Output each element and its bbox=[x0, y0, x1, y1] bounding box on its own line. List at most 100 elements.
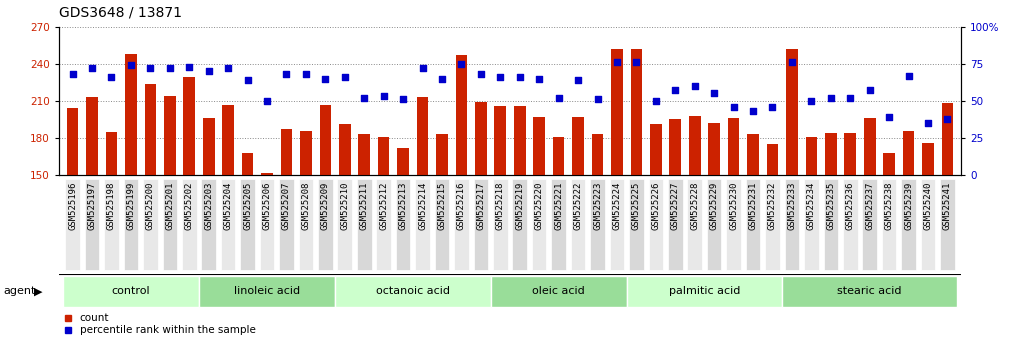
Bar bbox=[494, 106, 506, 175]
Bar bbox=[417, 97, 428, 175]
Point bbox=[473, 71, 489, 77]
Point bbox=[784, 59, 800, 65]
Bar bbox=[144, 84, 157, 175]
Point bbox=[550, 95, 566, 101]
FancyBboxPatch shape bbox=[765, 179, 780, 270]
FancyBboxPatch shape bbox=[318, 179, 333, 270]
Point bbox=[123, 62, 139, 68]
Bar bbox=[125, 54, 136, 175]
Bar bbox=[261, 173, 273, 175]
Bar bbox=[475, 102, 487, 175]
Point bbox=[298, 71, 314, 77]
FancyBboxPatch shape bbox=[143, 179, 158, 270]
Bar bbox=[183, 78, 195, 175]
Bar bbox=[767, 144, 778, 175]
Text: GSM525200: GSM525200 bbox=[145, 181, 155, 229]
Text: GSM525224: GSM525224 bbox=[612, 181, 621, 229]
Bar bbox=[942, 103, 953, 175]
Text: GSM525223: GSM525223 bbox=[593, 181, 602, 229]
Text: GSM525211: GSM525211 bbox=[360, 181, 369, 229]
Text: palmitic acid: palmitic acid bbox=[669, 286, 740, 296]
Bar bbox=[747, 134, 759, 175]
Point bbox=[629, 59, 645, 65]
Text: oleic acid: oleic acid bbox=[532, 286, 585, 296]
Text: GSM525198: GSM525198 bbox=[107, 181, 116, 229]
Bar bbox=[67, 108, 78, 175]
Point bbox=[375, 93, 392, 99]
Text: GSM525209: GSM525209 bbox=[320, 181, 330, 229]
Point bbox=[667, 88, 683, 93]
Text: GSM525214: GSM525214 bbox=[418, 181, 427, 229]
Text: GSM525228: GSM525228 bbox=[691, 181, 700, 229]
Point bbox=[842, 95, 858, 101]
Bar bbox=[553, 137, 564, 175]
FancyBboxPatch shape bbox=[201, 179, 216, 270]
Point bbox=[725, 104, 741, 110]
Bar bbox=[903, 131, 914, 175]
Bar bbox=[689, 116, 701, 175]
Point bbox=[900, 73, 916, 79]
Point bbox=[259, 98, 276, 104]
FancyBboxPatch shape bbox=[493, 179, 507, 270]
Text: GSM525225: GSM525225 bbox=[632, 181, 641, 229]
Text: ▶: ▶ bbox=[34, 286, 42, 296]
Text: GSM525236: GSM525236 bbox=[846, 181, 854, 229]
Bar bbox=[86, 97, 98, 175]
Text: GSM525226: GSM525226 bbox=[651, 181, 660, 229]
Bar bbox=[242, 153, 253, 175]
FancyBboxPatch shape bbox=[630, 179, 644, 270]
FancyBboxPatch shape bbox=[279, 179, 294, 270]
Text: GSM525208: GSM525208 bbox=[301, 181, 310, 229]
FancyBboxPatch shape bbox=[513, 179, 527, 270]
Bar bbox=[533, 117, 545, 175]
Point bbox=[706, 91, 722, 96]
Point bbox=[648, 98, 664, 104]
Point bbox=[337, 74, 353, 80]
Point bbox=[531, 76, 547, 81]
Text: control: control bbox=[112, 286, 151, 296]
Point bbox=[765, 104, 781, 110]
FancyBboxPatch shape bbox=[259, 179, 275, 270]
Point bbox=[512, 74, 528, 80]
Text: GSM525216: GSM525216 bbox=[457, 181, 466, 229]
Point bbox=[570, 77, 586, 83]
FancyBboxPatch shape bbox=[84, 179, 100, 270]
Bar bbox=[300, 131, 312, 175]
Bar bbox=[786, 49, 797, 175]
Text: GSM525220: GSM525220 bbox=[535, 181, 544, 229]
Bar bbox=[106, 132, 117, 175]
Text: GSM525199: GSM525199 bbox=[126, 181, 135, 229]
Bar bbox=[650, 124, 662, 175]
Bar bbox=[456, 55, 467, 175]
Point bbox=[395, 97, 411, 102]
Text: GSM525201: GSM525201 bbox=[166, 181, 174, 229]
Point bbox=[609, 59, 625, 65]
Bar bbox=[319, 104, 332, 175]
Bar bbox=[922, 143, 934, 175]
Text: GSM525203: GSM525203 bbox=[204, 181, 214, 229]
Text: GSM525227: GSM525227 bbox=[671, 181, 679, 229]
FancyBboxPatch shape bbox=[299, 179, 313, 270]
Point bbox=[239, 77, 255, 83]
Text: GSM525204: GSM525204 bbox=[224, 181, 233, 229]
Text: GSM525213: GSM525213 bbox=[399, 181, 408, 229]
Point bbox=[686, 83, 703, 89]
Bar bbox=[631, 49, 642, 175]
FancyBboxPatch shape bbox=[882, 179, 896, 270]
Legend: count, percentile rank within the sample: count, percentile rank within the sample bbox=[64, 313, 255, 335]
Bar bbox=[398, 148, 409, 175]
FancyBboxPatch shape bbox=[338, 179, 352, 270]
FancyBboxPatch shape bbox=[396, 179, 411, 270]
Bar bbox=[592, 134, 603, 175]
Point bbox=[64, 71, 80, 77]
FancyBboxPatch shape bbox=[376, 179, 391, 270]
Text: GSM525202: GSM525202 bbox=[185, 181, 194, 229]
FancyBboxPatch shape bbox=[415, 179, 430, 270]
Bar bbox=[611, 49, 622, 175]
FancyBboxPatch shape bbox=[782, 276, 957, 307]
Point bbox=[142, 65, 159, 71]
Bar bbox=[514, 106, 526, 175]
Point bbox=[434, 76, 451, 81]
Point bbox=[83, 65, 100, 71]
Bar bbox=[339, 124, 351, 175]
